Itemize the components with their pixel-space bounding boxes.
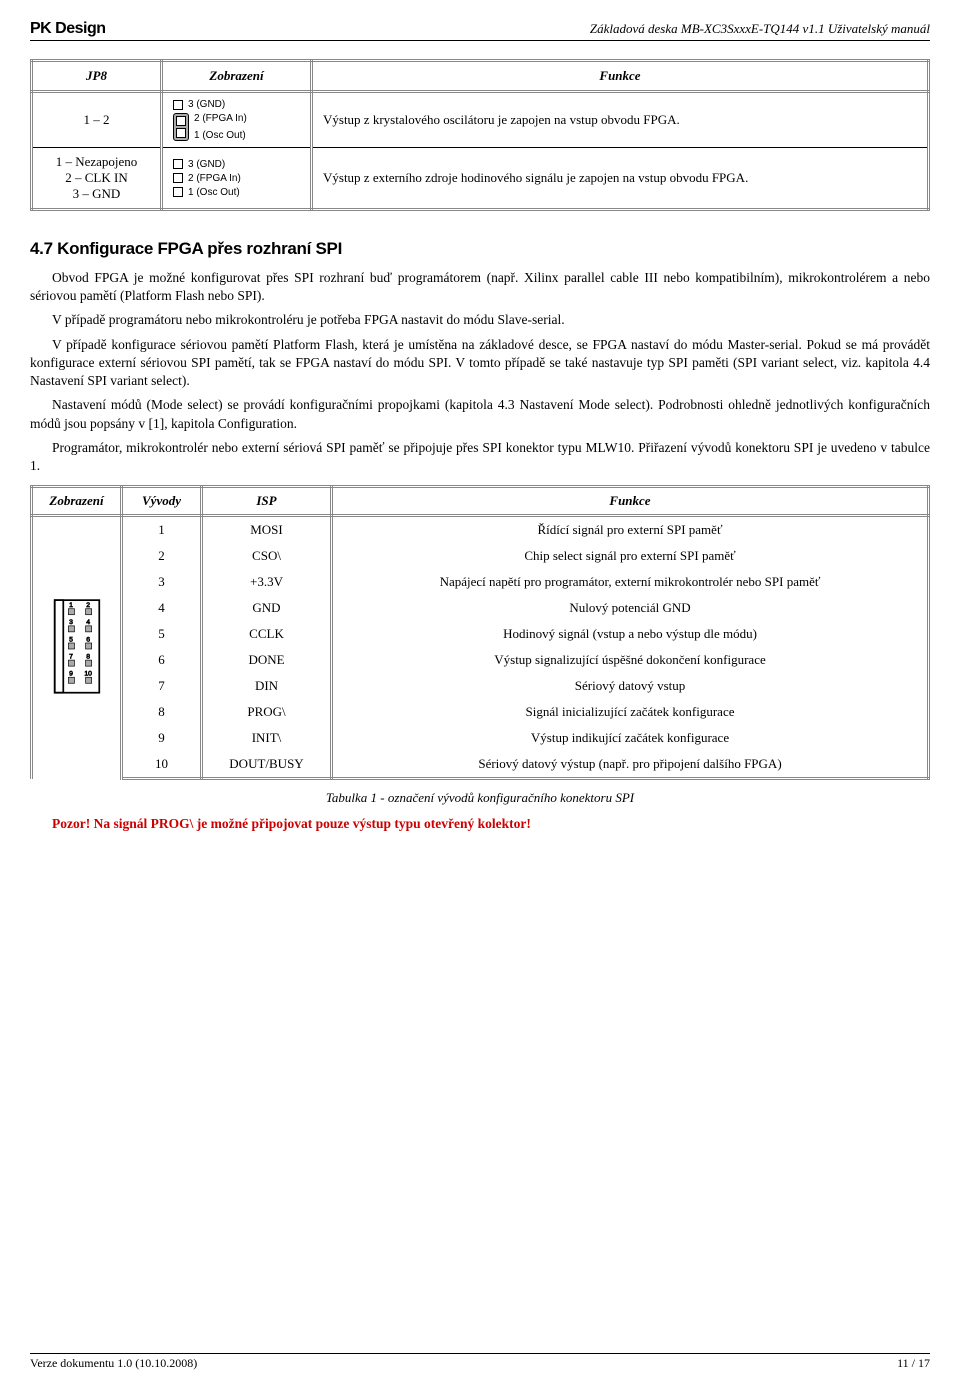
svg-text:2: 2 bbox=[86, 602, 90, 609]
svg-text:7: 7 bbox=[69, 653, 73, 660]
pin-10-funkce: Sériový datový výstup (např. pro připoje… bbox=[332, 751, 929, 779]
svg-text:4: 4 bbox=[86, 619, 90, 626]
warning-text: Na signál PROG\ je možné připojovat pouz… bbox=[90, 816, 531, 831]
jp8-row2-funkce: Výstup z externího zdroje hodinového sig… bbox=[312, 148, 929, 210]
paragraph-3: V případě konfigurace sériovou pamětí Pl… bbox=[30, 336, 930, 391]
connector-icon: 1 2 3 4 5 6 7 8 9 10 bbox=[53, 595, 101, 698]
pin-8-funkce: Signál inicializující začátek konfigurac… bbox=[332, 699, 929, 725]
jp8-row1-funkce: Výstup z krystalového oscilátoru je zapo… bbox=[312, 92, 929, 148]
pin-3-isp: +3.3V bbox=[202, 569, 332, 595]
pin-2-num: 2 bbox=[122, 543, 202, 569]
pin-1-num: 1 bbox=[122, 516, 202, 544]
pin-10-num: 10 bbox=[122, 751, 202, 779]
jp8-table: JP8 Zobrazení Funkce 1 – 2 3 (GND) 2 (FP… bbox=[30, 59, 930, 211]
paragraph-2: V případě programátoru nebo mikrokontrol… bbox=[30, 311, 930, 329]
svg-text:6: 6 bbox=[86, 636, 90, 643]
page-header: PK Design Základová deska MB-XC3SxxxE-TQ… bbox=[30, 20, 930, 41]
section-heading: 4.7 Konfigurace FPGA přes rozhraní SPI bbox=[30, 239, 930, 259]
pin-2-isp: CSO\ bbox=[202, 543, 332, 569]
pin-6-isp: DONE bbox=[202, 647, 332, 673]
th-zobrazeni: Zobrazení bbox=[162, 61, 312, 92]
svg-text:8: 8 bbox=[86, 653, 90, 660]
th-jp8: JP8 bbox=[32, 61, 162, 92]
document-title: Základová deska MB-XC3SxxxE-TQ144 v1.1 U… bbox=[590, 21, 930, 37]
pin-6-funkce: Výstup signalizující úspěšné dokončení k… bbox=[332, 647, 929, 673]
svg-text:10: 10 bbox=[84, 670, 92, 677]
pin-5-num: 5 bbox=[122, 621, 202, 647]
page-footer: Verze dokumentu 1.0 (10.10.2008) 11 / 17 bbox=[30, 1353, 930, 1371]
pin-9-num: 9 bbox=[122, 725, 202, 751]
th2-vyvody: Vývody bbox=[122, 487, 202, 516]
footer-page: 11 / 17 bbox=[897, 1356, 930, 1371]
warning-prefix: Pozor! bbox=[52, 816, 90, 831]
th2-isp: ISP bbox=[202, 487, 332, 516]
pin-4-num: 4 bbox=[122, 595, 202, 621]
pin-3-num: 3 bbox=[122, 569, 202, 595]
pin-7-funkce: Sériový datový vstup bbox=[332, 673, 929, 699]
pin-7-num: 7 bbox=[122, 673, 202, 699]
logo-text: PK Design bbox=[30, 20, 106, 38]
pin-1-isp: MOSI bbox=[202, 516, 332, 544]
svg-text:9: 9 bbox=[69, 670, 73, 677]
pin-1-funkce: Řídící signál pro externí SPI paměť bbox=[332, 516, 929, 544]
pin-3-funkce: Napájecí napětí pro programátor, externí… bbox=[332, 569, 929, 595]
th-funkce: Funkce bbox=[312, 61, 929, 92]
pin-10-isp: DOUT/BUSY bbox=[202, 751, 332, 779]
pin-5-funkce: Hodinový signál (vstup a nebo výstup dle… bbox=[332, 621, 929, 647]
spi-pins-table: Zobrazení Vývody ISP Funkce 1 2 3 4 5 6 bbox=[30, 485, 930, 780]
paragraph-5: Programátor, mikrokontrolér nebo externí… bbox=[30, 439, 930, 475]
pin-4-isp: GND bbox=[202, 595, 332, 621]
pin-8-isp: PROG\ bbox=[202, 699, 332, 725]
pin-5-isp: CCLK bbox=[202, 621, 332, 647]
jp8-row1-col1: 1 – 2 bbox=[32, 92, 162, 148]
svg-text:5: 5 bbox=[69, 636, 73, 643]
svg-text:1: 1 bbox=[69, 602, 73, 609]
th2-funkce: Funkce bbox=[332, 487, 929, 516]
warning-line: Pozor! Na signál PROG\ je možné připojov… bbox=[30, 816, 930, 832]
connector-diagram-cell: 1 2 3 4 5 6 7 8 9 10 bbox=[32, 516, 122, 779]
jp8-row2-diagram: 3 (GND) 2 (FPGA In) 1 (Osc Out) bbox=[162, 148, 312, 210]
footer-version: Verze dokumentu 1.0 (10.10.2008) bbox=[30, 1356, 197, 1371]
pin-8-num: 8 bbox=[122, 699, 202, 725]
pin-4-funkce: Nulový potenciál GND bbox=[332, 595, 929, 621]
paragraph-4: Nastavení módů (Mode select) se provádí … bbox=[30, 396, 930, 432]
pin-7-isp: DIN bbox=[202, 673, 332, 699]
jp8-row1-diagram: 3 (GND) 2 (FPGA In) 1 (Osc Out) bbox=[162, 92, 312, 148]
pin-2-funkce: Chip select signál pro externí SPI paměť bbox=[332, 543, 929, 569]
pin-9-funkce: Výstup indikující začátek konfigurace bbox=[332, 725, 929, 751]
pin-9-isp: INIT\ bbox=[202, 725, 332, 751]
pin-6-num: 6 bbox=[122, 647, 202, 673]
svg-text:3: 3 bbox=[69, 619, 73, 626]
table-caption: Tabulka 1 - označení vývodů konfigurační… bbox=[30, 790, 930, 806]
paragraph-1: Obvod FPGA je možné konfigurovat přes SP… bbox=[30, 269, 930, 305]
jp8-row2-col1: 1 – Nezapojeno 2 – CLK IN 3 – GND bbox=[32, 148, 162, 210]
th2-zobrazeni: Zobrazení bbox=[32, 487, 122, 516]
